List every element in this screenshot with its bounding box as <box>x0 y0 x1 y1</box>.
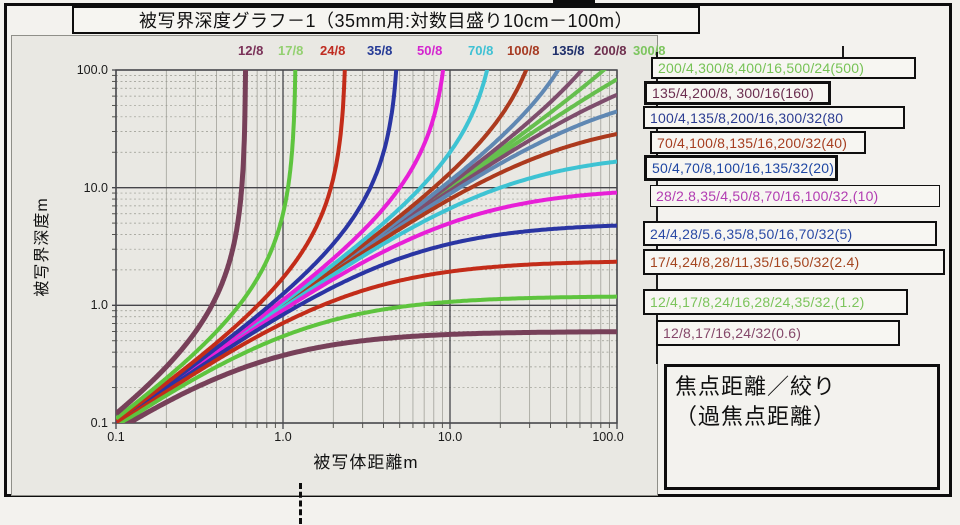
series-label-70/8: 70/8 <box>468 43 494 58</box>
chart-panel <box>11 35 658 496</box>
note-line-2: （過焦点距離） <box>675 403 837 429</box>
x-tick-1.0: 1.0 <box>274 430 292 444</box>
legend-box-1.2: 12/4,17/8,24/16,28/24,35/32,(1.2) <box>643 289 908 315</box>
legend-box-500: 200/4,300/8,400/16,500/24(500) <box>651 57 916 79</box>
series-label-12/8: 12/8 <box>238 43 264 58</box>
legend-box-5: 24/4,28/5.6,35/8,50/16,70/32(5) <box>643 221 937 246</box>
legend-box-20: 50/4,70/8,100/16,135/32(20) <box>644 155 838 181</box>
series-label-300/8: 300/8 <box>633 43 666 58</box>
series-label-200/8: 200/8 <box>594 43 627 58</box>
series-label-50/8: 50/8 <box>417 43 443 58</box>
legend-note-box: 焦点距離／絞り （過焦点距離） <box>664 364 940 490</box>
series-label-17/8: 17/8 <box>278 43 304 58</box>
legend-box-80: 100/4,135/8,200/16,300/32(80 <box>643 106 905 129</box>
y-axis-title: 被写界深度m <box>34 197 51 297</box>
chart-title-box: 被写界深度グラフ－1（35mm用:対数目盛り10cm－100m） <box>72 6 700 34</box>
x-tick-100.0: 100.0 <box>592 430 624 444</box>
x-tick-0.1: 0.1 <box>107 430 125 444</box>
legend-box-160: 135/4,200/8, 300/16(160) <box>644 81 831 105</box>
series-label-135/8: 135/8 <box>552 43 585 58</box>
y-tick-10.0: 10.0 <box>83 180 108 195</box>
y-tick-1.0: 1.0 <box>90 298 108 313</box>
legend-connector-line <box>656 52 658 364</box>
bottom-fold-mark <box>299 483 302 524</box>
x-tick-10.0: 10.0 <box>437 430 463 444</box>
x-axis-title: 被写体距離m <box>313 453 419 472</box>
legend-box-0.6: 12/8,17/16,24/32(0.6) <box>656 320 900 346</box>
series-label-35/8: 35/8 <box>367 43 393 58</box>
series-label-24/8: 24/8 <box>320 43 346 58</box>
legend-box-2.4: 17/4,24/8,28/11,35/16,50/32(2.4) <box>643 249 945 275</box>
legend-box-10: 28/2.8,35/4,50/8,70/16,100/32,(10) <box>650 185 940 207</box>
series-label-100/8: 100/8 <box>507 43 540 58</box>
note-line-1: 焦点距離／絞り <box>675 374 837 399</box>
page-title: 被写界深度グラフ－1（35mm用:対数目盛り10cm－100m） <box>138 11 634 31</box>
legend-box-40: 70/4,100/8,135/16,200/32(40) <box>650 131 866 154</box>
y-tick-100.0: 100.0 <box>76 63 108 77</box>
top-edge-mark <box>553 0 595 5</box>
legend-leader-line <box>842 46 844 58</box>
y-tick-0.1: 0.1 <box>90 416 108 430</box>
